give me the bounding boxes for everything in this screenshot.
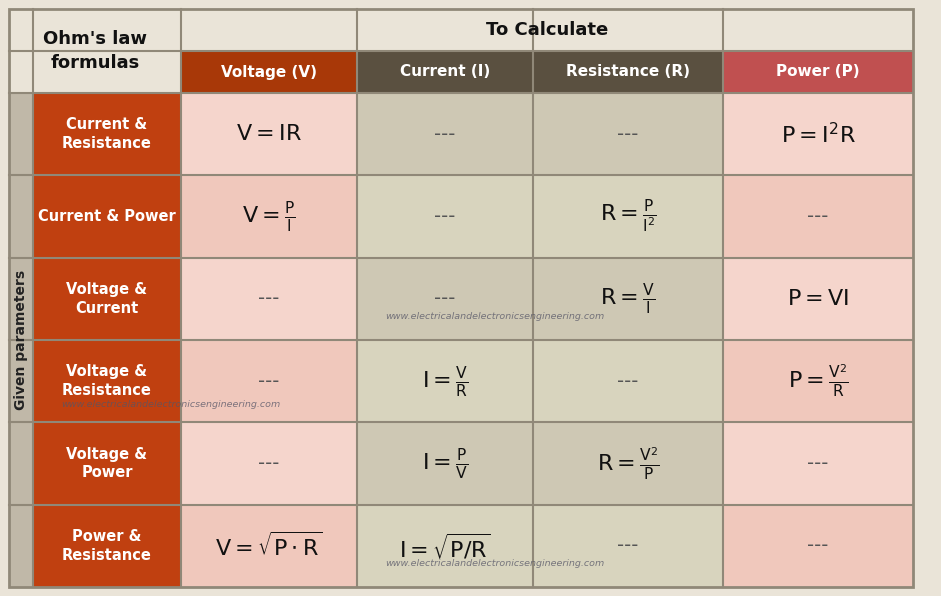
Text: $\mathregular{I = \frac{V}{R}}$: $\mathregular{I = \frac{V}{R}}$ xyxy=(422,364,469,399)
Text: $\mathregular{R = \frac{P}{I^2}}$: $\mathregular{R = \frac{P}{I^2}}$ xyxy=(599,198,657,235)
Text: ---: --- xyxy=(617,372,639,390)
Bar xyxy=(9,9,181,93)
Bar xyxy=(357,423,533,505)
Bar xyxy=(357,257,533,340)
Bar xyxy=(9,93,33,587)
Bar xyxy=(357,51,533,93)
Bar xyxy=(181,9,913,51)
Text: ---: --- xyxy=(259,289,279,308)
Text: ---: --- xyxy=(435,125,455,144)
Bar xyxy=(533,505,723,587)
Bar xyxy=(723,423,913,505)
Text: Current & Power: Current & Power xyxy=(39,209,176,224)
Bar xyxy=(33,175,181,257)
Text: Current &
Resistance: Current & Resistance xyxy=(62,117,152,151)
Text: ---: --- xyxy=(807,454,829,473)
Text: $\mathregular{P = \frac{V^2}{R}}$: $\mathregular{P = \frac{V^2}{R}}$ xyxy=(788,363,849,399)
Text: Voltage &
Resistance: Voltage & Resistance xyxy=(62,364,152,398)
Text: $\mathregular{P = VI}$: $\mathregular{P = VI}$ xyxy=(787,289,849,309)
Bar xyxy=(723,93,913,175)
Text: ---: --- xyxy=(259,372,279,390)
Bar xyxy=(33,423,181,505)
Bar xyxy=(533,93,723,175)
Bar xyxy=(181,340,357,423)
Bar xyxy=(357,175,533,257)
Text: $\mathregular{I = \frac{P}{V}}$: $\mathregular{I = \frac{P}{V}}$ xyxy=(422,446,469,481)
Text: ---: --- xyxy=(617,125,639,144)
Bar xyxy=(723,51,913,93)
Text: To Calculate: To Calculate xyxy=(486,21,608,39)
Text: www.electricalandelectronicsengineering.com: www.electricalandelectronicsengineering.… xyxy=(61,400,280,409)
Text: Resistance (R): Resistance (R) xyxy=(566,64,690,79)
Bar xyxy=(181,505,357,587)
Bar xyxy=(33,505,181,587)
Bar xyxy=(33,93,181,175)
Text: ---: --- xyxy=(617,536,639,555)
Bar xyxy=(357,505,533,587)
Text: $\mathregular{V = \sqrt{P \cdot R}}$: $\mathregular{V = \sqrt{P \cdot R}}$ xyxy=(215,532,323,560)
Bar xyxy=(533,257,723,340)
Bar xyxy=(723,505,913,587)
Text: www.electricalandelectronicsengineering.com: www.electricalandelectronicsengineering.… xyxy=(386,312,605,321)
Text: $\mathregular{V = IR}$: $\mathregular{V = IR}$ xyxy=(236,124,302,144)
Text: Given parameters: Given parameters xyxy=(14,270,28,410)
Text: www.electricalandelectronicsengineering.com: www.electricalandelectronicsengineering.… xyxy=(386,560,605,569)
Text: ---: --- xyxy=(435,289,455,308)
Text: $\mathregular{P = I^2R}$: $\mathregular{P = I^2R}$ xyxy=(781,122,855,147)
Text: Voltage &
Power: Voltage & Power xyxy=(67,446,148,480)
Text: $\mathregular{V = \frac{P}{I}}$: $\mathregular{V = \frac{P}{I}}$ xyxy=(242,199,296,234)
Text: Power &
Resistance: Power & Resistance xyxy=(62,529,152,563)
Bar xyxy=(723,257,913,340)
Bar xyxy=(181,257,357,340)
Bar xyxy=(723,340,913,423)
Bar xyxy=(357,340,533,423)
Bar xyxy=(723,175,913,257)
Text: Voltage &
Current: Voltage & Current xyxy=(67,282,148,316)
Bar xyxy=(181,175,357,257)
Bar xyxy=(533,51,723,93)
Text: $\mathregular{R = \frac{V^2}{P}}$: $\mathregular{R = \frac{V^2}{P}}$ xyxy=(597,445,660,482)
Text: $\mathregular{R = \frac{V}{I}}$: $\mathregular{R = \frac{V}{I}}$ xyxy=(600,281,656,316)
Bar xyxy=(181,423,357,505)
Text: Current (I): Current (I) xyxy=(400,64,490,79)
Text: $\mathregular{I = \sqrt{P/R}}$: $\mathregular{I = \sqrt{P/R}}$ xyxy=(399,531,490,561)
Text: ---: --- xyxy=(807,207,829,226)
Text: ---: --- xyxy=(259,454,279,473)
Text: Power (P): Power (P) xyxy=(776,64,860,79)
Bar xyxy=(33,257,181,340)
Bar xyxy=(33,340,181,423)
Text: ---: --- xyxy=(807,536,829,555)
Text: Ohm's law
formulas: Ohm's law formulas xyxy=(43,30,147,72)
Bar xyxy=(533,175,723,257)
Bar xyxy=(533,340,723,423)
Bar xyxy=(181,93,357,175)
Text: ---: --- xyxy=(435,207,455,226)
Bar xyxy=(181,51,357,93)
Text: Voltage (V): Voltage (V) xyxy=(221,64,317,79)
Bar xyxy=(357,93,533,175)
Bar xyxy=(533,423,723,505)
